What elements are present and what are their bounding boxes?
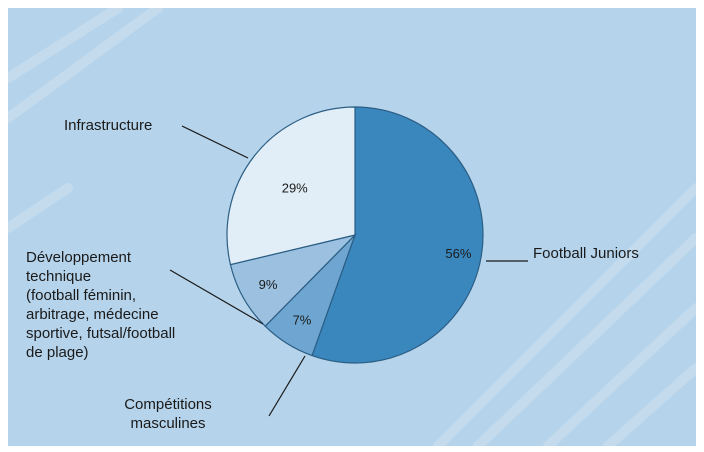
leader-line: [268, 355, 306, 417]
background-stripes: [8, 8, 696, 446]
decor-stripe: [8, 183, 73, 233]
decor-stripe: [603, 363, 696, 446]
percent-label: 7%: [293, 313, 312, 328]
decor-stripe: [8, 8, 163, 123]
category-label: Développement: [26, 249, 132, 266]
category-label: arbitrage, médecine: [26, 306, 159, 323]
category-label: de plage): [26, 344, 89, 361]
pie-slice: [226, 106, 356, 266]
leader-lines: [169, 125, 528, 417]
percent-label: 56%: [445, 246, 471, 261]
pie-slices: [226, 106, 484, 364]
category-label: Infrastructure: [64, 117, 152, 134]
category-label: sportive, futsal/football: [26, 325, 175, 342]
category-label: Football Juniors: [533, 245, 639, 262]
percent-label: 29%: [282, 180, 308, 195]
chart-panel: 56% 7% 9% 29% Football Juniors Compétitions m…: [8, 8, 696, 446]
percent-labels: 56% 7% 9% 29%: [259, 180, 472, 327]
leader-line: [181, 125, 249, 159]
decor-stripe: [8, 8, 123, 83]
category-label: (football féminin,: [26, 287, 136, 304]
decor-stripe: [473, 233, 696, 446]
category-labels: Football Juniors Compétitions masculines Dé…: [26, 117, 639, 432]
percent-label: 9%: [259, 277, 278, 292]
leader-line: [169, 269, 264, 325]
decor-stripe: [433, 183, 696, 446]
decor-stripe: [543, 303, 696, 446]
pie-slice: [311, 106, 484, 364]
category-label: masculines: [130, 415, 205, 432]
category-label: Compétitions: [124, 396, 212, 413]
category-label: technique: [26, 268, 91, 285]
pie-chart: 56% 7% 9% 29% Football Juniors Compétitions m…: [8, 8, 696, 446]
